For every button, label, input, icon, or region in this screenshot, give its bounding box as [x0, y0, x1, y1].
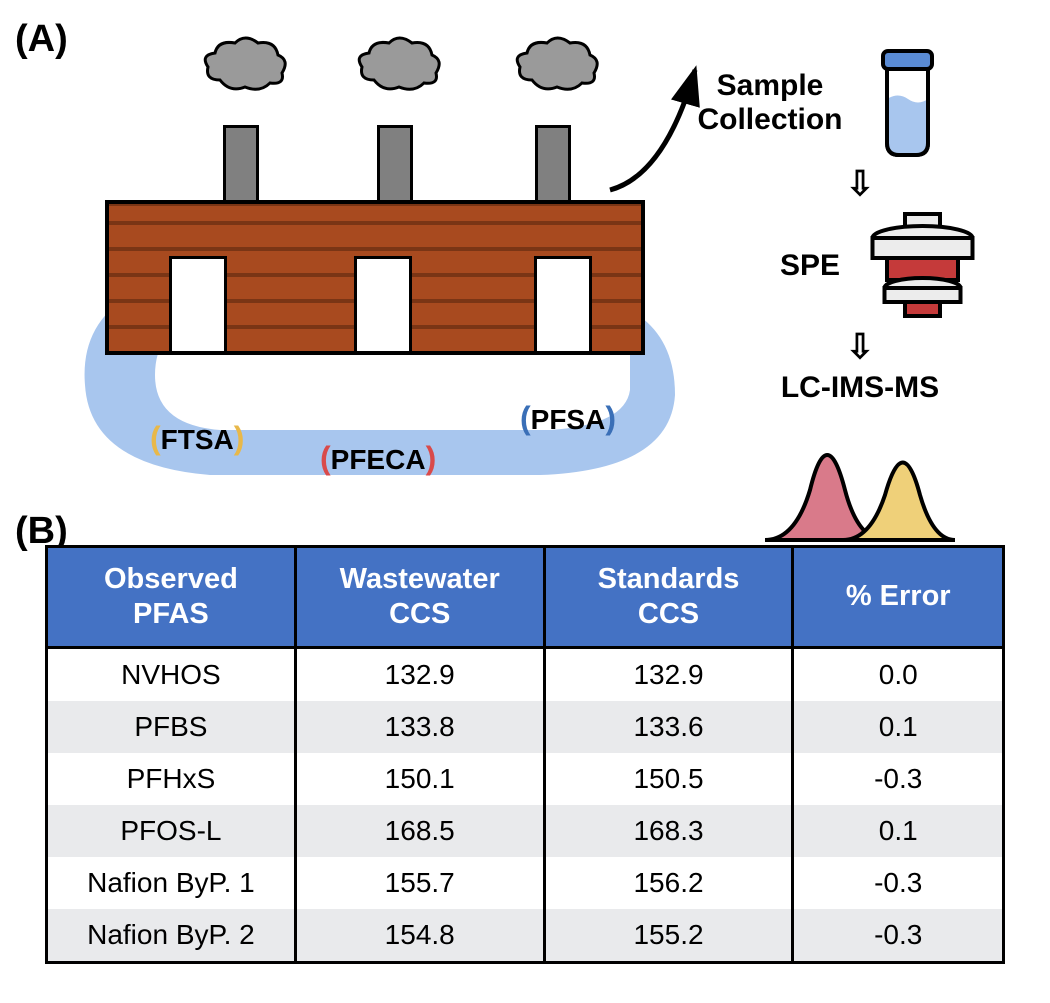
river-label-ftsa: (FTSA) [150, 420, 244, 457]
table-cell: 132.9 [295, 647, 544, 701]
table-cell: 132.9 [544, 647, 793, 701]
table-row: Nafion ByP. 1155.7156.2-0.3 [47, 857, 1004, 909]
factory-door-2 [354, 256, 412, 351]
smokestack-2 [377, 125, 413, 203]
factory-door-3 [534, 256, 592, 351]
workflow-step1-label: Sample Collection [690, 69, 850, 137]
spe-cartridge-icon [865, 208, 980, 323]
table-cell: Nafion ByP. 2 [47, 909, 296, 963]
pfas-table: Observed PFAS Wastewater CCS Standards C… [45, 545, 1005, 964]
workflow-step3-label: LC-IMS-MS [690, 371, 1030, 405]
table-row: NVHOS132.9132.90.0 [47, 647, 1004, 701]
workflow-step2-label: SPE [740, 249, 840, 283]
workflow-arrow-2: ⇩ [690, 327, 1030, 367]
table-cell: 0.1 [793, 805, 1004, 857]
col-error: % Error [793, 547, 1004, 648]
smokestack-3 [535, 125, 571, 203]
col-standards-ccs: Standards CCS [544, 547, 793, 648]
table-row: Nafion ByP. 2154.8155.2-0.3 [47, 909, 1004, 963]
table-cell: PFHxS [47, 753, 296, 805]
smoke-1 [200, 35, 290, 95]
col-observed-pfas: Observed PFAS [47, 547, 296, 648]
panel-a: (FTSA) (PFECA) (PFSA) Sample Collection … [0, 0, 1050, 520]
vial-icon [865, 45, 950, 160]
table-cell: 0.1 [793, 701, 1004, 753]
factory [105, 95, 645, 355]
table-row: PFHxS150.1150.5-0.3 [47, 753, 1004, 805]
table-cell: -0.3 [793, 753, 1004, 805]
table-cell: 155.2 [544, 909, 793, 963]
table-header-row: Observed PFAS Wastewater CCS Standards C… [47, 547, 1004, 648]
smokestack-1 [223, 125, 259, 203]
workflow-arrow-1: ⇩ [690, 164, 1030, 204]
table-cell: 133.6 [544, 701, 793, 753]
workflow-column: Sample Collection ⇩ SPE ⇩ LC-IMS-MS [690, 45, 1030, 545]
panel-b-table-container: Observed PFAS Wastewater CCS Standards C… [45, 545, 1005, 964]
table-cell: 150.5 [544, 753, 793, 805]
table-cell: 133.8 [295, 701, 544, 753]
river-label-pfsa: (PFSA) [520, 400, 616, 437]
table-cell: -0.3 [793, 857, 1004, 909]
table-cell: PFOS-L [47, 805, 296, 857]
table-cell: 156.2 [544, 857, 793, 909]
table-cell: -0.3 [793, 909, 1004, 963]
smoke-2 [354, 35, 444, 95]
table-cell: 155.7 [295, 857, 544, 909]
table-row: PFBS133.8133.60.1 [47, 701, 1004, 753]
table-cell: PFBS [47, 701, 296, 753]
table-cell: 150.1 [295, 753, 544, 805]
col-wastewater-ccs: Wastewater CCS [295, 547, 544, 648]
smoke-3 [512, 35, 602, 95]
factory-body [105, 200, 645, 355]
table-row: PFOS-L168.5168.30.1 [47, 805, 1004, 857]
peaks-icon [755, 410, 965, 545]
table-cell: Nafion ByP. 1 [47, 857, 296, 909]
table-cell: 0.0 [793, 647, 1004, 701]
factory-door-1 [169, 256, 227, 351]
table-cell: 154.8 [295, 909, 544, 963]
table-cell: 168.3 [544, 805, 793, 857]
table-cell: NVHOS [47, 647, 296, 701]
river-label-pfeca: (PFECA) [320, 440, 436, 477]
table-cell: 168.5 [295, 805, 544, 857]
